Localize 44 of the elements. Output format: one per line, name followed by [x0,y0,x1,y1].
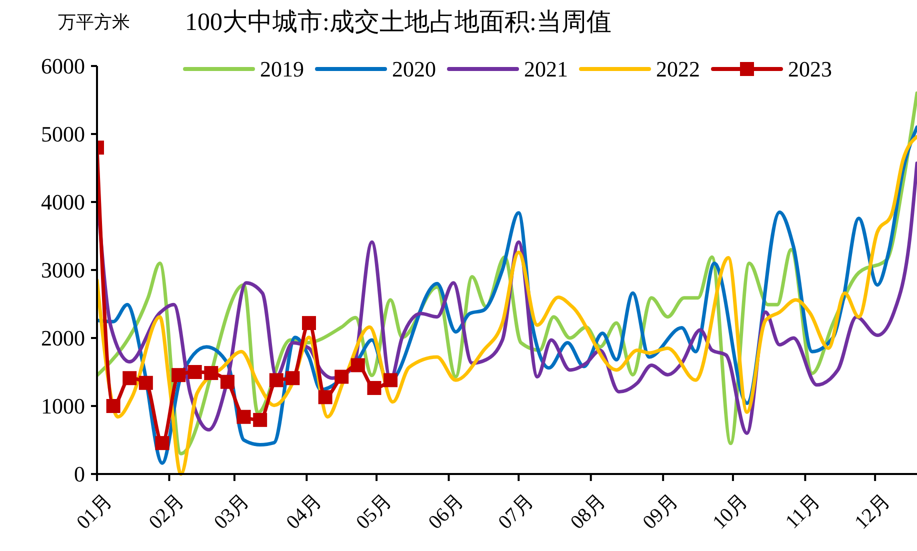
point [236,410,251,424]
point [122,371,137,386]
x-tick-label: 04月 [282,490,326,534]
x-tick-label: 03月 [210,490,254,534]
point [138,376,153,390]
x-tick-label: 12月 [850,490,895,534]
x-tick-label: 01月 [72,490,116,534]
y-tick-label: 3000 [41,258,85,283]
y-tick-label: 5000 [41,122,85,147]
point [302,316,316,330]
point [384,373,398,388]
point [204,366,218,380]
legend-label: 2020 [392,56,436,82]
point [188,365,202,379]
x-tick-label: 08月 [566,490,610,534]
y-tick-label: 6000 [41,54,85,79]
point [350,358,365,372]
point [367,380,382,395]
x-tick-label: 07月 [494,490,538,534]
x-tick-label: 11月 [781,490,825,534]
point [155,436,170,450]
legend-label: 2021 [524,56,568,82]
y-axis-title: 万平方米 [58,12,130,32]
y-tick-label: 2000 [41,326,85,351]
legend-label: 2022 [656,56,700,82]
x-tick-label: 09月 [638,490,683,534]
point [318,390,332,404]
y-tick-label: 4000 [41,190,85,215]
point [269,373,284,388]
point [172,368,186,382]
x-tick-label: 06月 [424,490,468,534]
chart-title: 100大中城市:成交土地占地面积:当周值 [185,8,612,36]
x-tick-label: 05月 [352,490,396,534]
point [334,370,349,384]
point [253,412,268,427]
y-tick-label: 0 [74,462,85,487]
x-tick-label: 10月 [708,490,752,534]
point [220,374,234,389]
x-tick-label: 02月 [144,490,189,534]
y-tick-label: 1000 [41,394,85,419]
legend-label: 2019 [260,56,304,82]
point [286,371,300,386]
point [106,399,120,413]
legend-label: 2023 [788,56,832,82]
